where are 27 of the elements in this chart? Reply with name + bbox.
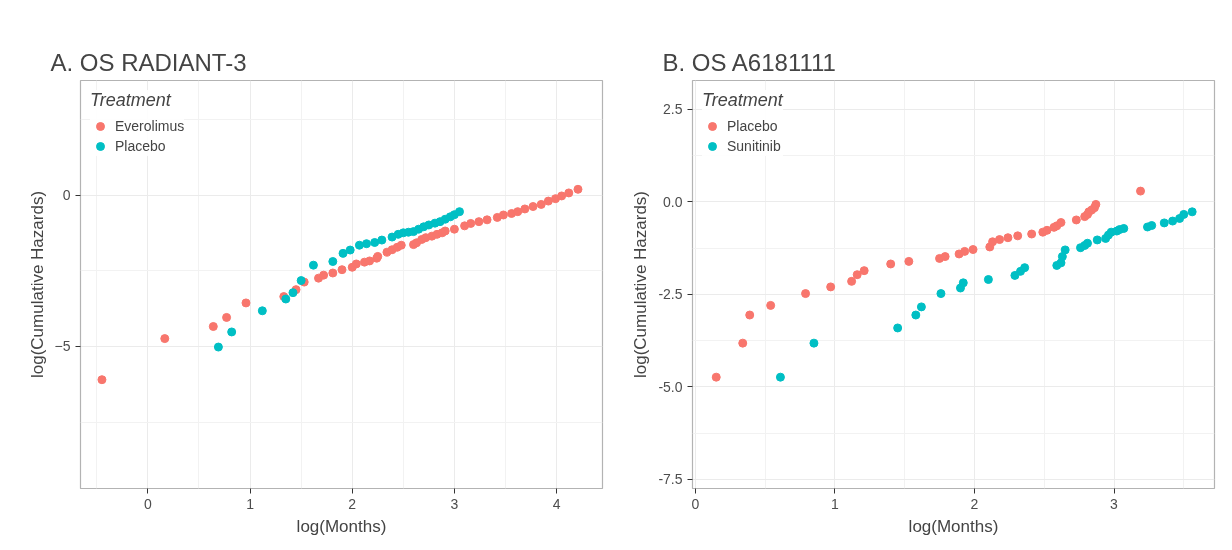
y-tick-label: 0.0 xyxy=(663,193,683,210)
legend-label: Placebo xyxy=(727,118,778,134)
x-axis-title: log(Months) xyxy=(296,516,387,536)
chart-title: A. OS RADIANT-3 xyxy=(50,48,247,76)
x-tick-label: 2 xyxy=(970,495,979,512)
legend-title: Treatment xyxy=(90,90,173,111)
x-tick-label: 1 xyxy=(246,495,255,512)
x-tick-label: 0 xyxy=(691,495,700,512)
x-axis-title: log(Months) xyxy=(908,516,999,536)
y-tick-label: -5.0 xyxy=(658,378,683,395)
y-tick-label: −5 xyxy=(54,338,71,355)
x-tick-label: 1 xyxy=(830,495,839,512)
x-tick-label: 0 xyxy=(144,495,153,512)
y-axis-title: log(Cumulative Hazards) xyxy=(631,190,651,379)
y-tick-label: -7.5 xyxy=(658,471,683,488)
x-tick-label: 2 xyxy=(348,495,357,512)
legend-label: Placebo xyxy=(115,138,166,154)
x-tick-label: 3 xyxy=(450,495,459,512)
x-tick-label: 4 xyxy=(552,495,561,512)
legend-title: Treatment xyxy=(702,90,783,111)
y-tick-label: 2.5 xyxy=(663,101,683,118)
x-tick-label: 3 xyxy=(1110,495,1119,512)
legend-label: Sunitinib xyxy=(727,138,781,154)
legend-label: Everolimus xyxy=(115,118,185,134)
y-tick-label: -2.5 xyxy=(658,286,683,303)
y-axis-title: log(Cumulative Hazards) xyxy=(27,190,47,379)
chart-title: B. OS A6181111 xyxy=(662,48,836,76)
